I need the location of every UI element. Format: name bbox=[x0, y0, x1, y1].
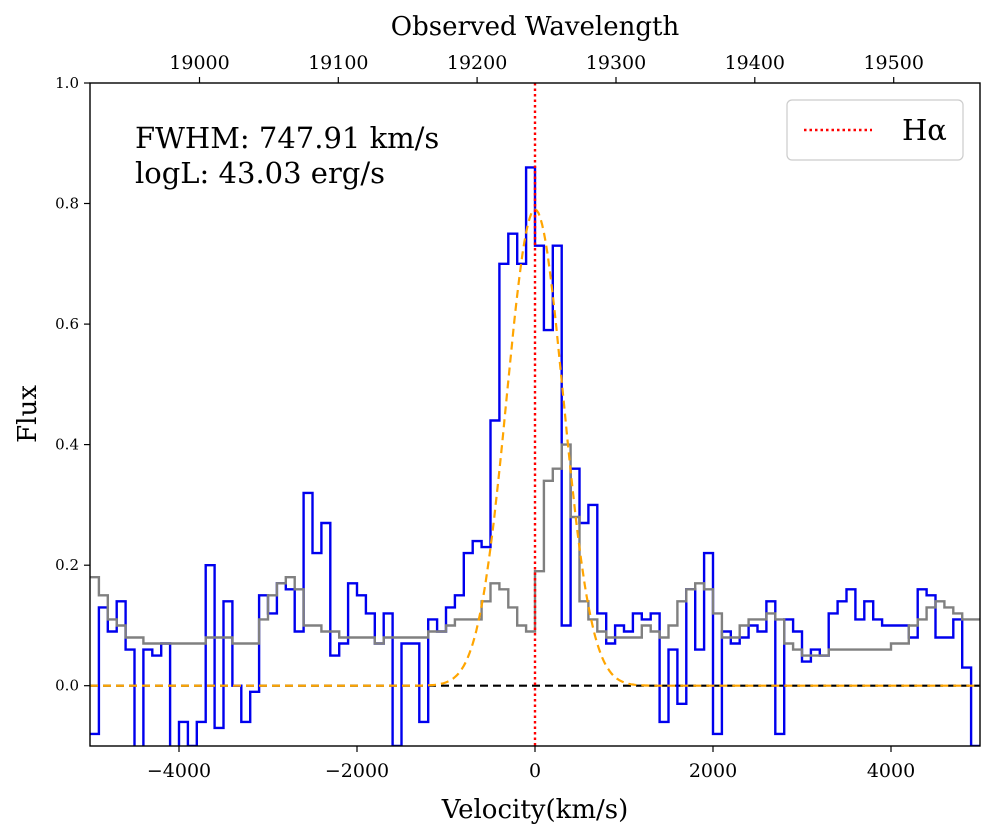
logl-annotation: logL: 43.03 erg/s bbox=[135, 156, 385, 190]
y-tick-label: 0.0 bbox=[55, 677, 79, 695]
x-tick-label: 2000 bbox=[689, 760, 737, 782]
legend-box bbox=[786, 99, 964, 161]
legend-halpha-label: Hα bbox=[902, 113, 947, 147]
y-axis-title: Flux bbox=[13, 385, 43, 443]
x-axis-title: Velocity(km/s) bbox=[441, 795, 629, 825]
x-tick-label: −2000 bbox=[325, 760, 389, 782]
y-tick-label: 0.6 bbox=[55, 315, 79, 333]
top-tick-label: 19200 bbox=[447, 52, 507, 74]
y-tick-label: 0.2 bbox=[55, 556, 79, 574]
fwhm-annotation: FWHM: 747.91 km/s bbox=[135, 121, 439, 155]
x-tick-label: 4000 bbox=[867, 760, 915, 782]
top-tick-label: 19100 bbox=[308, 52, 368, 74]
top-tick-label: 19500 bbox=[863, 52, 923, 74]
axis-ticks: −4000 −2000 0 2000 4000 0.0 0.2 0.4 0.6 0.8 1.0 190… bbox=[55, 52, 924, 782]
comparison-series bbox=[90, 443, 980, 657]
y-tick-label: 0.4 bbox=[55, 436, 79, 454]
legend: Hα bbox=[786, 99, 964, 161]
plot-area bbox=[90, 83, 980, 746]
plot-frame bbox=[89, 82, 981, 747]
y-tick-label: 1.0 bbox=[55, 74, 79, 92]
top-tick-label: 19300 bbox=[586, 52, 646, 74]
top-tick-label: 19400 bbox=[725, 52, 785, 74]
top-axis-title: Observed Wavelength bbox=[391, 12, 680, 42]
x-tick-label: 0 bbox=[529, 760, 541, 782]
x-tick-label: −4000 bbox=[147, 760, 211, 782]
y-tick-label: 0.8 bbox=[55, 195, 79, 213]
top-tick-label: 19000 bbox=[169, 52, 229, 74]
